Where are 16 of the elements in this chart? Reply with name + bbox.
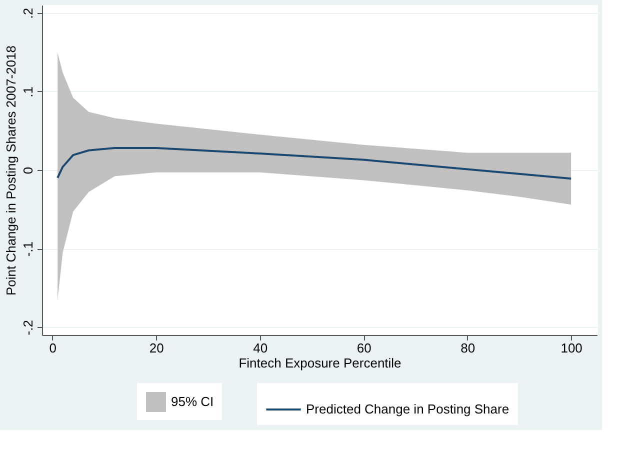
- y-tick-label: .1: [20, 86, 36, 98]
- y-tick-label: 0: [20, 166, 36, 174]
- x-tick-label: 0: [49, 340, 56, 356]
- legend-label: Predicted Change in Posting Share: [306, 402, 510, 416]
- x-tick-label: 40: [253, 340, 268, 356]
- y-tick-label: .2: [20, 8, 36, 19]
- x-tick-label: 20: [149, 340, 164, 356]
- x-tick-label: 80: [460, 340, 476, 356]
- y-tick-label: -.2: [20, 320, 36, 336]
- y-axis-title: Point Change in Posting Shares 2007-2018: [4, 45, 18, 296]
- x-tick-label: 60: [356, 340, 372, 356]
- line-series: [56, 147, 572, 180]
- y-tick-label: -.1: [20, 241, 36, 257]
- x-tick-label: 100: [560, 340, 582, 356]
- text: 95% CI: [171, 394, 214, 409]
- x-axis-title: Fintech Exposure Percentile: [238, 356, 402, 370]
